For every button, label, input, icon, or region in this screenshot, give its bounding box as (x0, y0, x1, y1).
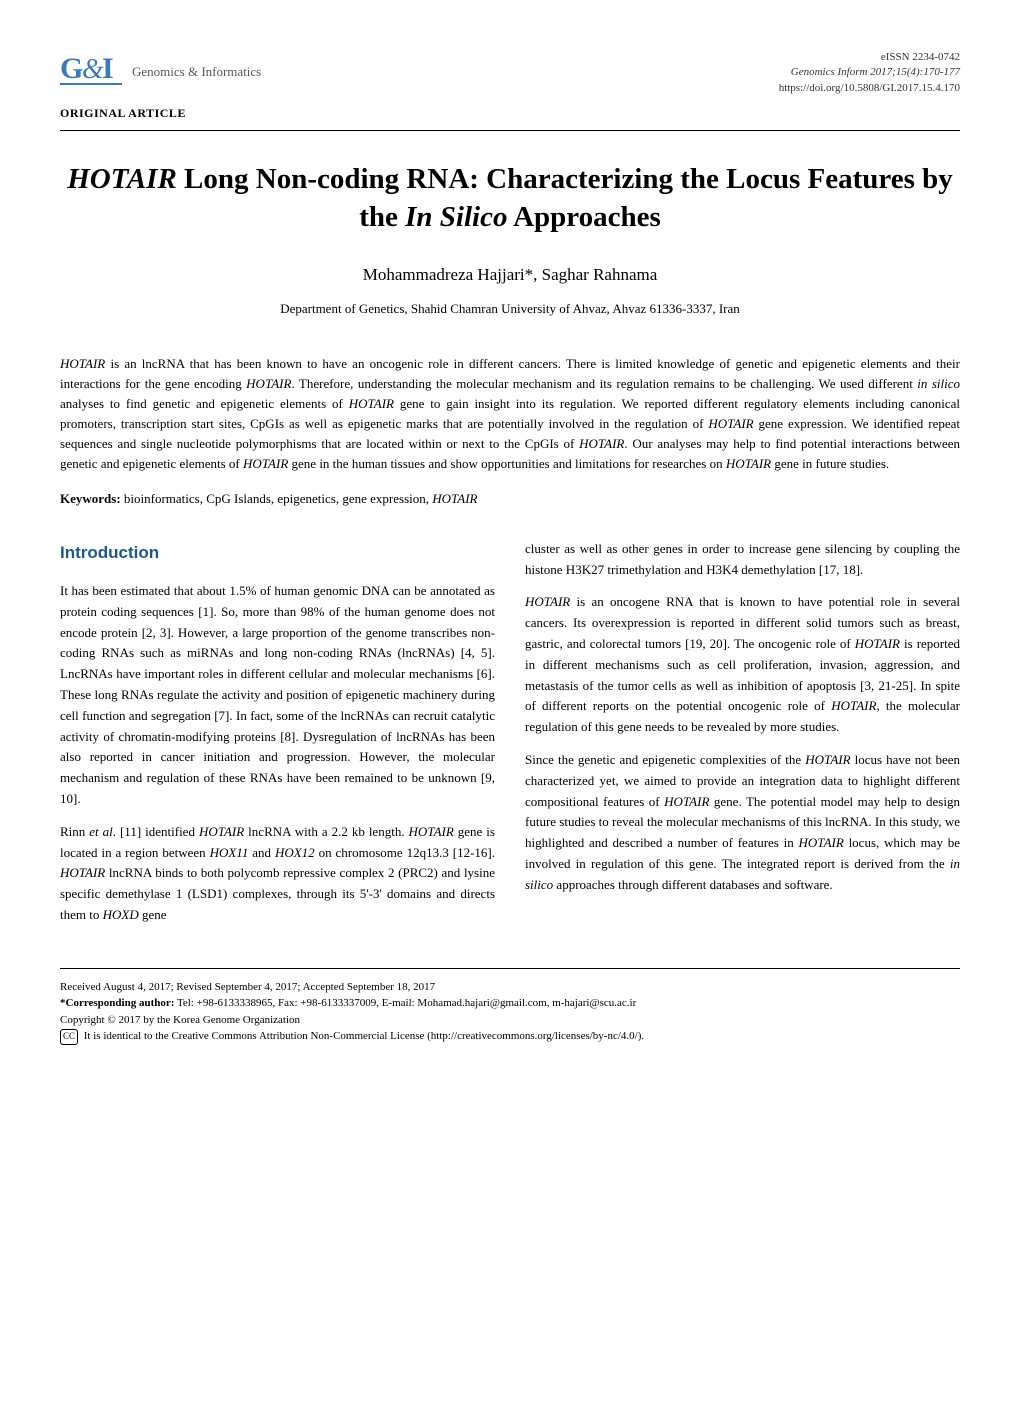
abstract-i4: HOTAIR (349, 396, 394, 411)
citation: Genomics Inform 2017;15(4):170-177 (779, 65, 960, 80)
p2f: HOTAIR (409, 824, 454, 839)
abstract-t3: analyses to find genetic and epigenetic … (60, 396, 349, 411)
keywords-italic: HOTAIR (432, 491, 477, 506)
p2e: lncRNA with a 2.2 kb length. (244, 824, 408, 839)
article-type: ORIGINAL ARTICLE (60, 104, 960, 122)
p2l: HOTAIR (60, 865, 105, 880)
abstract-i1: HOTAIR (60, 356, 105, 371)
intro-para-2: Rinn et al. [11] identified HOTAIR lncRN… (60, 822, 495, 926)
title-text-2: Approaches (507, 201, 660, 233)
right-column: cluster as well as other genes in order … (525, 539, 960, 938)
keywords-text: bioinformatics, CpG Islands, epigenetics… (121, 491, 433, 506)
right-para-1: cluster as well as other genes in order … (525, 539, 960, 581)
license-text: It is identical to the Creative Commons … (81, 1030, 644, 1042)
abstract-i6: HOTAIR (579, 436, 624, 451)
p2b: et al (89, 824, 112, 839)
abstract-i5: HOTAIR (708, 416, 753, 431)
left-column: Introduction It has been estimated that … (60, 539, 495, 938)
svg-text:&: & (82, 54, 104, 85)
p2c: . [11] identified (113, 824, 199, 839)
right-para-3: Since the genetic and epigenetic complex… (525, 750, 960, 896)
abstract-i2: HOTAIR (246, 376, 291, 391)
r2a: HOTAIR (525, 594, 570, 609)
received-dates: Received August 4, 2017; Revised Septemb… (60, 979, 960, 996)
svg-text:I: I (102, 52, 114, 85)
title-italic-1: HOTAIR (67, 163, 177, 195)
r3b: HOTAIR (805, 752, 850, 767)
doi: https://doi.org/10.5808/GI.2017.15.4.170 (779, 81, 960, 96)
p2d: HOTAIR (199, 824, 244, 839)
p2k: on chromosome 12q13.3 [12-16]. (315, 845, 495, 860)
abstract-i3: in silico (917, 376, 960, 391)
authors: Mohammadreza Hajjari*, Saghar Rahnama (60, 262, 960, 288)
abstract-t8: gene in future studies. (771, 456, 889, 471)
r2e: HOTAIR (831, 698, 876, 713)
p2h: HOX11 (210, 845, 249, 860)
header: G & I Genomics & Informatics eISSN 2234-… (60, 50, 960, 96)
p2n: HOXD (103, 907, 139, 922)
abstract: HOTAIR is an lncRNA that has been known … (60, 354, 960, 475)
corresponding-author: *Corresponding author: Tel: +98-61333389… (60, 995, 960, 1012)
keywords-content: bioinformatics, CpG Islands, epigenetics… (121, 491, 478, 506)
title-italic-2: In Silico (405, 201, 507, 233)
intro-para-1: It has been estimated that about 1.5% of… (60, 581, 495, 810)
right-para-2: HOTAIR is an oncogene RNA that is known … (525, 592, 960, 738)
copyright: Copyright © 2017 by the Korea Genome Org… (60, 1012, 960, 1029)
r3d: HOTAIR (664, 794, 709, 809)
abstract-t2: . Therefore, understanding the molecular… (291, 376, 917, 391)
svg-text:G: G (60, 52, 83, 85)
keywords: Keywords: bioinformatics, CpG Islands, e… (60, 489, 960, 509)
r3a: Since the genetic and epigenetic complex… (525, 752, 805, 767)
article-title: HOTAIR Long Non-coding RNA: Characterizi… (60, 161, 960, 236)
journal-logo-icon: G & I (60, 50, 122, 93)
journal-name: Genomics & Informatics (132, 62, 261, 82)
abstract-t7: gene in the human tissues and show oppor… (288, 456, 726, 471)
corr-label: *Corresponding author: (60, 997, 174, 1009)
abstract-i7: HOTAIR (243, 456, 288, 471)
header-divider (60, 130, 960, 131)
abstract-i8: HOTAIR (726, 456, 771, 471)
affiliation: Department of Genetics, Shahid Chamran U… (60, 299, 960, 319)
r3i: approaches through different databases a… (553, 877, 833, 892)
body-columns: Introduction It has been estimated that … (60, 539, 960, 938)
intro-heading: Introduction (60, 539, 495, 566)
p2i: and (248, 845, 275, 860)
footer: Received August 4, 2017; Revised Septemb… (60, 968, 960, 1045)
r2c: HOTAIR (855, 636, 900, 651)
r3f: HOTAIR (799, 835, 844, 850)
logo-section: G & I Genomics & Informatics (60, 50, 261, 93)
eissn: eISSN 2234-0742 (779, 50, 960, 65)
p2a: Rinn (60, 824, 89, 839)
meta-info: eISSN 2234-0742 Genomics Inform 2017;15(… (779, 50, 960, 96)
license: CC It is identical to the Creative Commo… (60, 1028, 960, 1045)
corr-info: Tel: +98-6133338965, Fax: +98-6133337009… (174, 997, 636, 1009)
p2o: gene (139, 907, 167, 922)
p2j: HOX12 (275, 845, 315, 860)
keywords-label: Keywords: (60, 491, 121, 506)
cc-icon: CC (60, 1029, 78, 1045)
